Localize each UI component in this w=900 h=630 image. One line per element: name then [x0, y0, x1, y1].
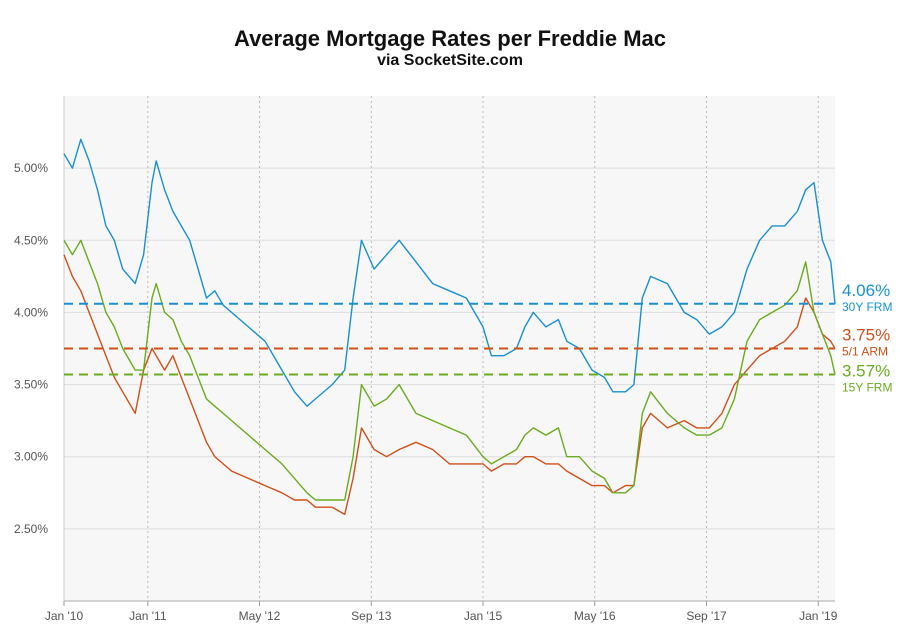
y-tick-label: 2.50% — [14, 522, 48, 536]
plot-area-background — [64, 96, 835, 601]
end-labels-layer: 4.06%30Y FRM 3.75%5/1 ARM 3.57%15Y FRM — [842, 281, 892, 395]
x-tick-label: Sep '17 — [686, 609, 727, 623]
x-tick-label: May '12 — [239, 609, 281, 623]
chart-subtitle: via SocketSite.com — [377, 52, 523, 69]
y-tick-label: 3.00% — [14, 450, 48, 464]
chart-title: Average Mortgage Rates per Freddie Mac — [234, 26, 666, 51]
end-value-5-1-arm: 3.75% — [842, 326, 890, 345]
x-tick-label: Sep '13 — [351, 609, 392, 623]
grid-layer — [63, 96, 835, 601]
x-tick-label: Jan '15 — [464, 609, 503, 623]
end-series-label-30y-frm: 30Y FRM — [842, 300, 892, 314]
x-tick-label: May '16 — [574, 609, 616, 623]
x-tick-label: Jan '19 — [799, 609, 838, 623]
y-tick-label: 3.50% — [14, 378, 48, 392]
axis-layer: 2.50% 3.00% 3.50% 4.00% 4.50% 5.00% Jan '10 Jan… — [14, 96, 838, 623]
y-tick-label: 4.50% — [14, 233, 48, 247]
x-tick-label: Jan '10 — [45, 609, 84, 623]
end-value-30y-frm: 4.06% — [842, 281, 890, 300]
series-line-5-1-arm — [63, 254, 836, 516]
end-series-label-15y-frm: 15Y FRM — [842, 381, 892, 395]
reference-lines-layer — [64, 302, 835, 376]
end-series-label-5-1-arm: 5/1 ARM — [842, 345, 888, 359]
x-tick-label: Jan '11 — [129, 609, 167, 623]
y-tick-label: 5.00% — [14, 161, 48, 175]
y-tick-label: 4.00% — [14, 305, 48, 319]
end-value-15y-frm: 3.57% — [842, 362, 890, 381]
series-line-30y-frm — [63, 138, 836, 407]
